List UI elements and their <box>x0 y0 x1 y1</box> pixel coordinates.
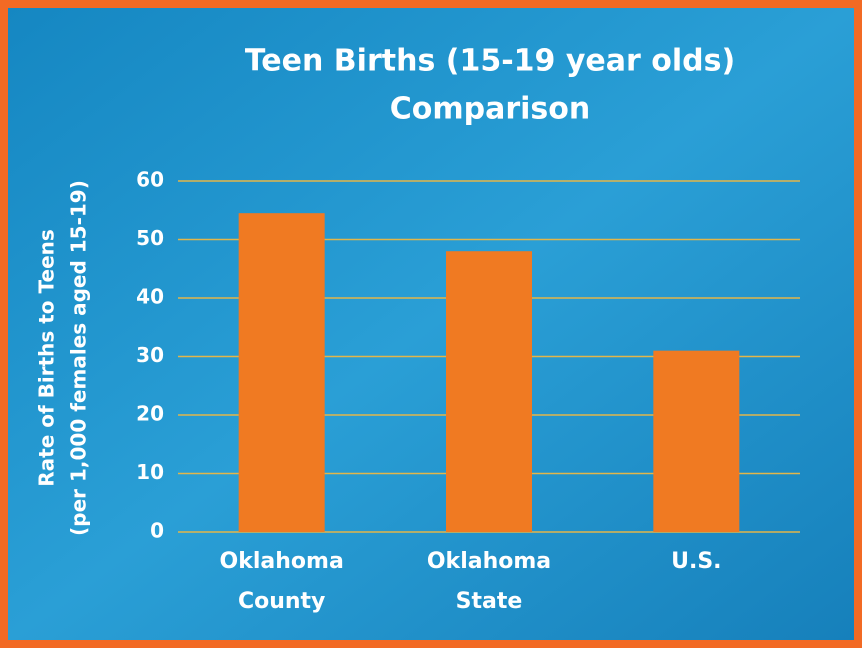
x-tick-label: Oklahoma <box>220 549 344 574</box>
y-tick-label: 60 <box>136 168 164 192</box>
y-tick-label: 40 <box>136 285 164 309</box>
y-tick-label: 30 <box>136 343 164 367</box>
y-axis-label: (per 1,000 females aged 15-19) <box>67 180 91 536</box>
x-tick-label: County <box>238 589 325 614</box>
bar <box>446 251 532 532</box>
y-tick-label: 10 <box>136 460 164 484</box>
chart-title: Teen Births (15-19 year olds) <box>245 44 735 79</box>
chart-title: Comparison <box>390 92 591 127</box>
y-tick-label: 0 <box>150 519 164 543</box>
x-tick-label: State <box>456 589 523 614</box>
x-tick-label: Oklahoma <box>427 549 551 574</box>
bar <box>653 350 740 532</box>
x-tick-label: U.S. <box>671 549 721 574</box>
bar <box>238 213 325 533</box>
y-tick-label: 20 <box>136 402 164 426</box>
y-axis-label: Rate of Births to Teens <box>35 229 59 487</box>
background <box>8 8 854 640</box>
y-tick-label: 50 <box>136 226 164 250</box>
